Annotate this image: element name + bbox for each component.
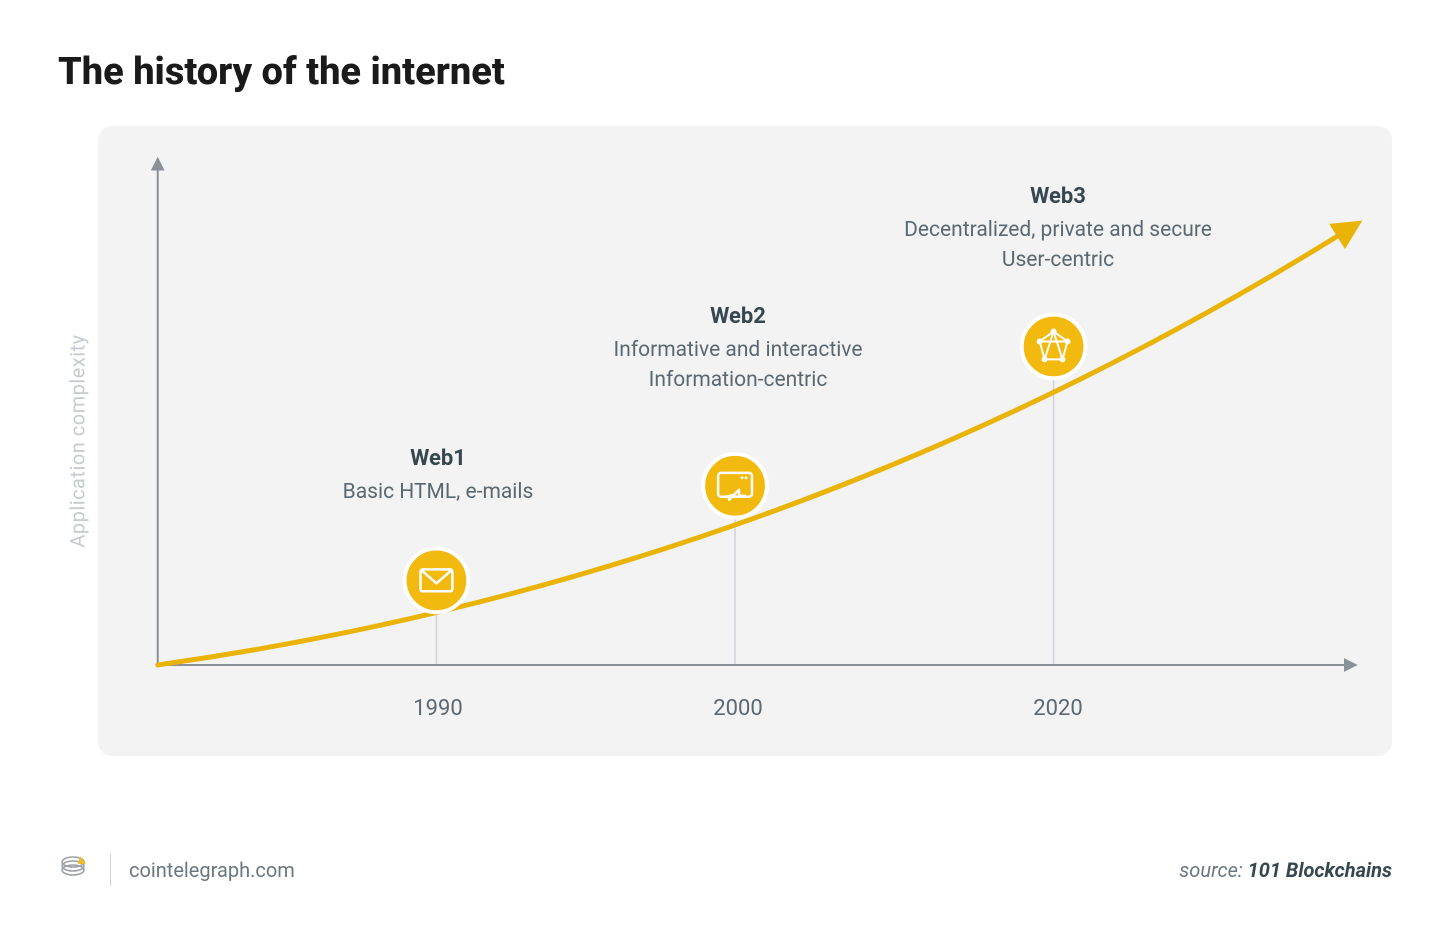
page: The history of the internet Application …: [0, 0, 1450, 929]
chart-svg: [98, 126, 1392, 756]
footer-left: cointelegraph.com: [58, 850, 295, 889]
footer: cointelegraph.com source: 101 Blockchain…: [58, 850, 1392, 889]
footer-source: source: 101 Blockchains: [1179, 858, 1392, 882]
source-name: 101 Blockchains: [1248, 858, 1392, 882]
plot-panel: Web1 Basic HTML, e-mails Web2 Informativ…: [98, 126, 1392, 756]
x-tick-2020: 2020: [1033, 696, 1082, 721]
chart-wrap: Application complexity Web1 Basic HTML, …: [58, 126, 1392, 756]
brand-logo-icon: [58, 850, 92, 889]
x-tick-1990: 1990: [413, 696, 462, 721]
y-axis-label-zone: Application complexity: [58, 126, 98, 756]
footer-divider: [110, 854, 111, 886]
page-title: The history of the internet: [58, 50, 1392, 94]
footer-brand: cointelegraph.com: [129, 858, 295, 882]
y-axis-label: Application complexity: [66, 334, 90, 547]
x-tick-2000: 2000: [713, 696, 762, 721]
source-prefix: source:: [1179, 858, 1247, 882]
